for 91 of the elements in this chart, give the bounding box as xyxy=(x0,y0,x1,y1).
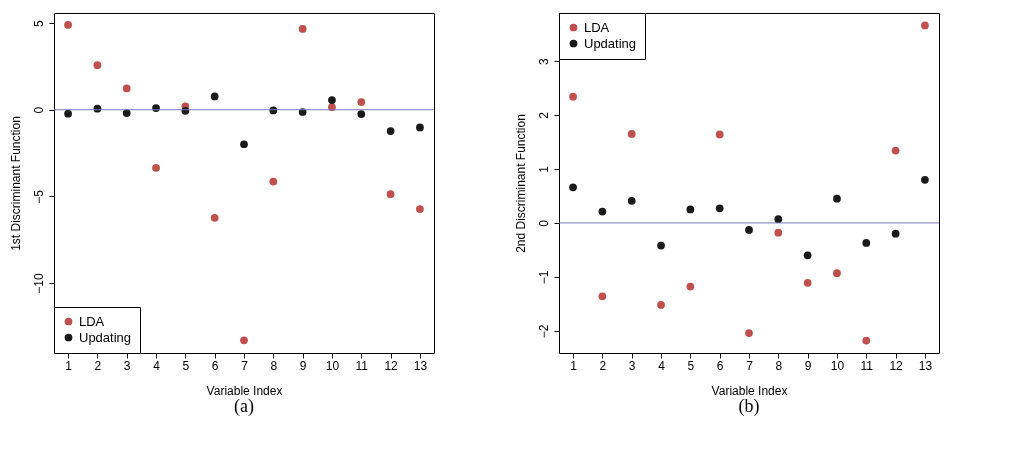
x-tick-label: 3 xyxy=(628,358,636,373)
x-tick-label: 11 xyxy=(860,358,874,373)
y-axis-title: 2nd Discriminant Function xyxy=(513,114,528,253)
point xyxy=(715,130,724,139)
text: (b) xyxy=(738,396,760,417)
point xyxy=(328,96,336,104)
point xyxy=(240,140,248,149)
y-tick-label: −5 xyxy=(31,189,46,204)
point xyxy=(598,292,607,301)
y-tick-label: −1 xyxy=(536,270,551,285)
x-axis-title: Variable Index xyxy=(711,383,788,398)
x-tick-label: 2 xyxy=(599,358,607,373)
x-tick-label: 10 xyxy=(325,358,340,373)
point xyxy=(416,123,424,132)
point xyxy=(921,175,929,184)
point xyxy=(862,239,871,247)
point xyxy=(657,301,665,309)
x-tick-label: 4 xyxy=(658,358,666,373)
x-tick-label: 6 xyxy=(211,358,219,373)
point xyxy=(569,92,577,101)
y-tick-label: 0 xyxy=(31,106,46,114)
x-tick-label: 5 xyxy=(687,358,695,373)
point xyxy=(686,205,695,214)
x-tick-label: 1 xyxy=(570,358,578,373)
point xyxy=(93,61,102,70)
point xyxy=(569,183,577,192)
point xyxy=(833,194,841,203)
point xyxy=(122,109,131,117)
x-tick-label: 6 xyxy=(716,358,724,373)
point xyxy=(210,213,219,222)
point xyxy=(627,130,636,138)
y-tick-label: 5 xyxy=(31,19,46,27)
x-tick-label: 12 xyxy=(889,358,904,373)
point xyxy=(210,92,219,101)
x-tick-label: 13 xyxy=(413,358,428,373)
x-tick-label: 7 xyxy=(746,358,754,373)
point xyxy=(386,190,395,199)
legend-label: Updating xyxy=(79,329,132,345)
point xyxy=(298,25,307,33)
y-tick-label: 1 xyxy=(536,165,551,173)
point xyxy=(64,21,72,29)
x-tick-label: 11 xyxy=(355,358,369,373)
x-tick-label: 7 xyxy=(241,358,249,373)
x-tick-label: 13 xyxy=(918,358,933,373)
x-tick-label: 10 xyxy=(830,358,845,373)
x-tick-label: 8 xyxy=(775,358,783,373)
point xyxy=(122,84,131,93)
y-tick-label: 3 xyxy=(536,57,551,65)
point xyxy=(833,269,841,277)
point xyxy=(745,226,753,234)
y-tick-label: −10 xyxy=(31,273,46,294)
point xyxy=(627,196,636,205)
legend-label: Updating xyxy=(584,35,637,51)
point xyxy=(715,204,724,213)
point xyxy=(891,229,900,238)
x-tick-label: 1 xyxy=(65,358,73,373)
point xyxy=(774,228,783,237)
point xyxy=(686,282,695,291)
point xyxy=(657,241,665,250)
point xyxy=(357,110,366,118)
point xyxy=(269,177,278,186)
x-tick-label: 9 xyxy=(804,358,812,373)
point xyxy=(862,336,871,345)
point xyxy=(803,251,812,260)
point xyxy=(240,336,248,345)
point xyxy=(64,109,72,118)
x-tick-label: 3 xyxy=(123,358,131,373)
point xyxy=(891,146,900,155)
x-tick-label: 9 xyxy=(299,358,307,373)
y-tick-label: 0 xyxy=(536,219,551,227)
legend-label: LDA xyxy=(584,19,610,35)
y-tick-label: 2 xyxy=(536,111,551,119)
x-tick-label: 8 xyxy=(270,358,278,373)
text: (a) xyxy=(234,396,254,417)
point xyxy=(386,127,395,135)
x-tick-label: 5 xyxy=(182,358,190,373)
x-axis-title: Variable Index xyxy=(206,383,283,398)
x-tick-label: 12 xyxy=(384,358,399,373)
y-tick-label: −2 xyxy=(536,324,551,339)
point xyxy=(598,207,607,216)
point xyxy=(745,329,753,337)
point xyxy=(921,21,929,30)
point xyxy=(774,215,783,224)
x-tick-label: 2 xyxy=(94,358,102,373)
y-axis-title: 1st Discriminant Function xyxy=(8,116,23,251)
point xyxy=(416,205,424,213)
point xyxy=(357,98,366,106)
x-tick-label: 4 xyxy=(153,358,161,373)
point xyxy=(803,278,812,287)
legend-label: LDA xyxy=(79,313,105,329)
point xyxy=(152,163,160,172)
